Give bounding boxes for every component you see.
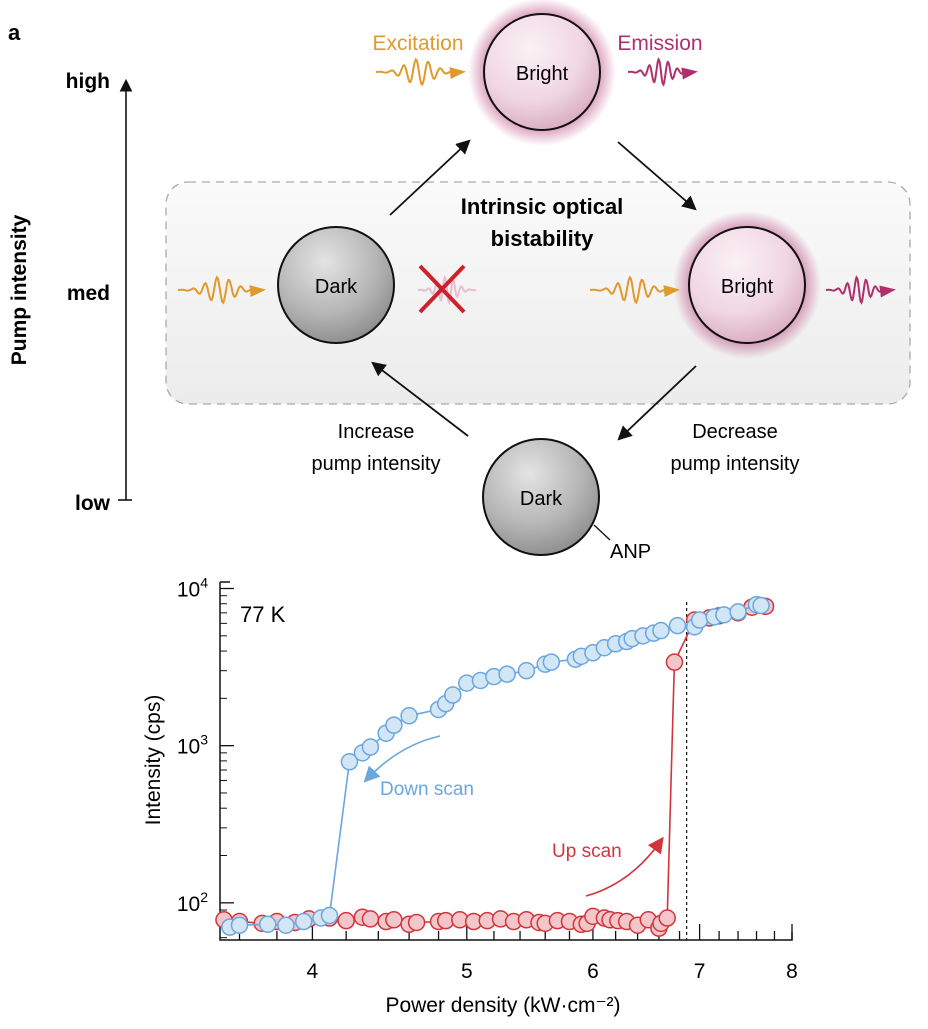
data-point <box>668 616 687 635</box>
svg-text:Dark: Dark <box>520 488 563 510</box>
data-point <box>690 611 709 629</box>
excitation-wave-icon <box>589 275 680 305</box>
data-point <box>444 686 462 704</box>
emission-wave-icon <box>627 57 698 87</box>
excitation-label: Excitation <box>372 32 463 55</box>
data-point <box>517 661 536 680</box>
dark-sphere-low: Dark <box>482 438 600 556</box>
data-point <box>752 596 770 615</box>
down-scan-arrow <box>363 735 441 783</box>
y-tick-label: 102 <box>177 889 208 916</box>
x-tick-label: 6 <box>587 960 599 983</box>
y-axis-label: Intensity (cps) <box>142 695 165 826</box>
panel-label: a <box>8 20 21 45</box>
anp-leader-line <box>593 524 611 541</box>
blocked-x-icon <box>418 264 466 314</box>
data-point <box>542 653 561 671</box>
series-down-scan <box>221 595 770 936</box>
data-point <box>337 911 355 930</box>
level-med: med <box>67 282 110 305</box>
x-axis-label: Power density (kW·cm⁻²) <box>385 994 620 1017</box>
data-point <box>407 913 426 932</box>
x-tick-label: 5 <box>461 960 473 983</box>
data-point <box>658 909 676 927</box>
y-tick-label: 104 <box>177 575 208 602</box>
chart: 4 5 6 7 8 102 103 104 <box>177 575 798 983</box>
data-point <box>729 603 747 621</box>
decrease-label-1: Decrease <box>692 421 778 443</box>
data-point <box>340 753 359 771</box>
level-low: low <box>75 492 111 515</box>
data-point <box>498 665 516 683</box>
level-high: high <box>66 70 110 93</box>
arrow-bright-to-dark <box>617 365 697 441</box>
data-point <box>361 738 380 756</box>
data-point <box>665 653 684 671</box>
excitation-wave-icon <box>177 275 266 305</box>
arrow-dark-to-bright <box>389 139 471 216</box>
down-scan-label: Down scan <box>380 779 474 800</box>
svg-text:Bright: Bright <box>721 276 774 298</box>
series-line <box>229 603 762 928</box>
emission-label: Emission <box>617 32 702 55</box>
axes-frame <box>219 582 793 941</box>
data-point <box>294 912 313 931</box>
x-tick-label: 7 <box>694 960 706 983</box>
arrow-dark-to-dark <box>371 361 469 437</box>
data-point <box>277 916 295 934</box>
emission-wave-icon <box>825 275 896 305</box>
data-point <box>385 716 403 734</box>
svg-text:Dark: Dark <box>315 276 358 298</box>
series-line <box>223 605 766 930</box>
decrease-label-2: pump intensity <box>671 453 800 475</box>
temperature-annotation: 77 K <box>240 602 286 627</box>
anp-label: ANP <box>610 541 651 563</box>
up-scan-arrow <box>585 836 664 897</box>
bistability-title-2: bistability <box>491 226 594 251</box>
x-tick-label: 4 <box>307 960 319 983</box>
increase-label-1: Increase <box>338 421 415 443</box>
dark-sphere-med: Dark <box>277 226 395 344</box>
series-up-scan <box>215 597 775 937</box>
svg-text:Bright: Bright <box>516 63 569 85</box>
data-point <box>230 916 249 934</box>
excitation-wave-icon <box>375 57 466 87</box>
bright-sphere-high: Bright <box>468 0 616 146</box>
data-point <box>385 911 403 929</box>
bright-sphere-med: Bright <box>673 211 821 359</box>
bistability-title-1: Intrinsic optical <box>461 194 624 219</box>
increase-label-2: pump intensity <box>312 453 441 475</box>
up-scan-label: Up scan <box>552 841 622 862</box>
data-point <box>715 606 733 624</box>
x-tick-label: 8 <box>786 960 798 983</box>
data-point <box>258 915 277 934</box>
pump-intensity-axis-label: Pump intensity <box>8 214 31 365</box>
arrow-bright-to-bright <box>617 141 697 211</box>
data-point <box>361 910 380 928</box>
blocked-emission-wave-icon <box>417 275 477 305</box>
data-point <box>652 621 670 640</box>
y-tick-label: 103 <box>177 732 208 759</box>
data-point <box>400 707 418 725</box>
data-point <box>320 906 339 925</box>
